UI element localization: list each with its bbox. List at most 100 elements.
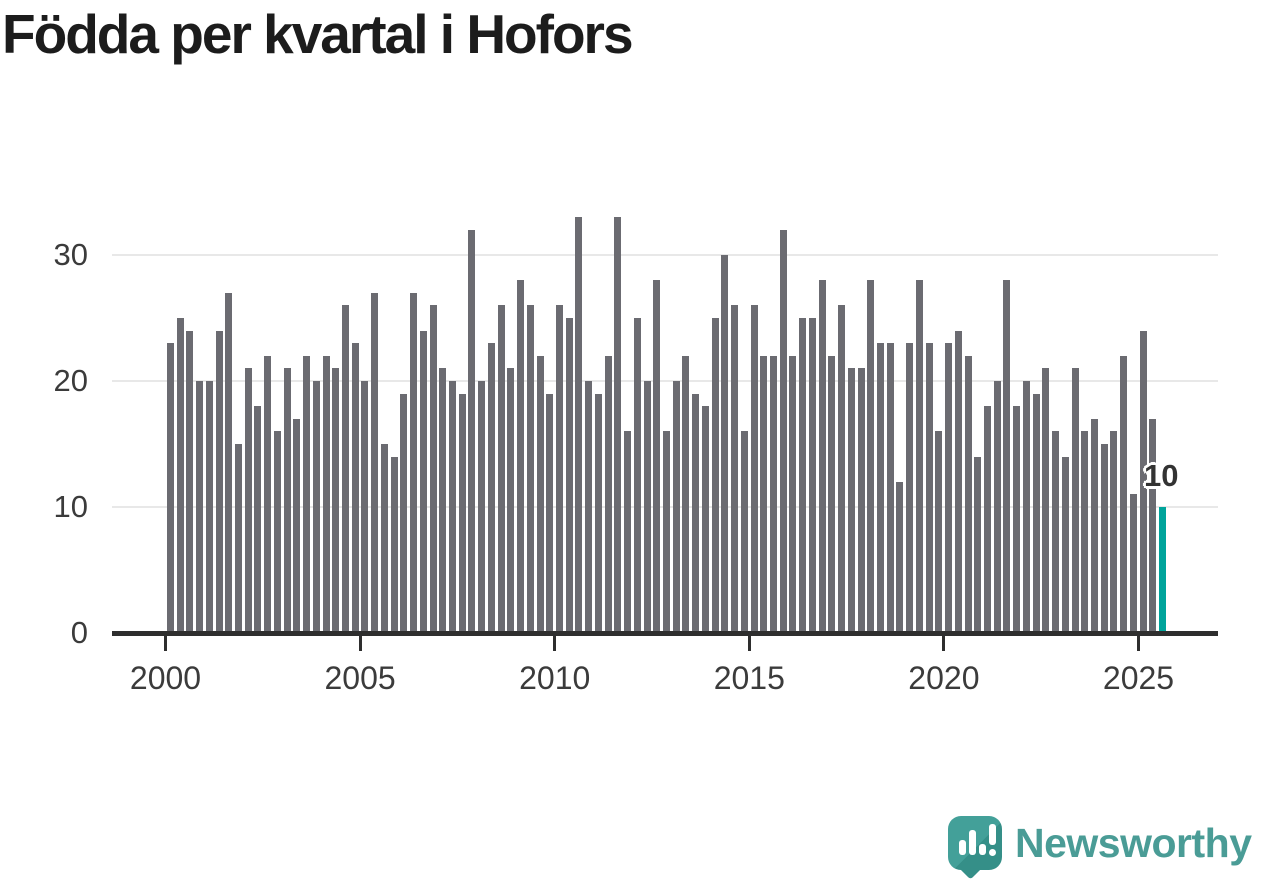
bar: [1013, 406, 1021, 633]
bar: [380, 444, 388, 633]
bar: [371, 292, 379, 633]
bar: [322, 355, 330, 633]
bar: [264, 355, 272, 633]
bar: [672, 381, 680, 633]
x-tick: [164, 636, 167, 651]
bar: [546, 393, 554, 633]
bar: [332, 368, 340, 633]
bar: [400, 393, 408, 633]
exclamation-dot-icon: [989, 849, 996, 856]
bar: [215, 330, 223, 633]
y-tick-label: 0: [70, 615, 88, 650]
x-tick-label: 2005: [324, 660, 396, 696]
bar: [1081, 431, 1089, 633]
bar: [604, 355, 612, 633]
y-tick-label: 10: [53, 489, 88, 524]
bar: [478, 381, 486, 633]
bar: [906, 343, 914, 633]
bar: [740, 431, 748, 633]
bar: [176, 318, 184, 633]
bar: [341, 305, 349, 633]
bar: [847, 368, 855, 633]
bar: [1129, 494, 1137, 633]
bar: [1100, 444, 1108, 633]
logo-bar-icon: [979, 844, 986, 855]
bar: [1032, 393, 1040, 633]
bar: [234, 444, 242, 633]
x-tick: [553, 636, 557, 651]
newsworthy-logo-text: Newsworthy: [1015, 819, 1252, 866]
bar: [517, 280, 525, 633]
bar: [1061, 456, 1069, 633]
newsworthy-logo: Newsworthy: [948, 816, 1252, 880]
bar: [799, 318, 807, 633]
bar: [760, 355, 768, 633]
x-axis-line: [112, 631, 1218, 636]
bar: [439, 368, 447, 633]
bar: [351, 343, 359, 633]
x-tick-label: 2010: [519, 660, 591, 696]
bar: [273, 431, 281, 633]
bar: [818, 280, 826, 633]
bar: [838, 305, 846, 633]
speech-bubble-icon: [948, 816, 1002, 870]
bar: [983, 406, 991, 633]
bar: [487, 343, 495, 633]
y-tick-label: 20: [53, 363, 88, 398]
bar: [575, 217, 583, 633]
bar: [1149, 418, 1157, 633]
bar: [429, 305, 437, 633]
bar: [653, 280, 661, 633]
x-tick-label: 2015: [713, 660, 785, 696]
bar: [244, 368, 252, 633]
bar: [789, 355, 797, 633]
bar: [925, 343, 933, 633]
gridline: [112, 380, 1218, 382]
bar: [624, 431, 632, 633]
bar: [594, 393, 602, 633]
bar: [993, 381, 1001, 633]
bar: [419, 330, 427, 633]
bar: [555, 305, 563, 633]
x-tick: [1137, 636, 1140, 651]
bar: [448, 381, 456, 633]
bar: [1139, 330, 1147, 633]
bar: [867, 280, 875, 633]
bar: [750, 305, 758, 633]
chart-title: Födda per kvartal i Hofors: [2, 3, 634, 65]
bar: [1110, 431, 1118, 633]
bar: [614, 217, 622, 633]
bar: [293, 418, 301, 633]
x-tick-label: 2025: [1102, 660, 1175, 696]
bar: [166, 343, 174, 633]
x-tick-label: 2000: [129, 660, 202, 696]
logo-bar-icon: [969, 830, 976, 855]
bar: [458, 393, 466, 633]
bar: [633, 318, 641, 633]
bar: [662, 431, 670, 633]
bar: [1042, 368, 1050, 633]
bar: [828, 355, 836, 633]
bar: [536, 355, 544, 633]
bar: [303, 355, 311, 633]
bar: [526, 305, 534, 633]
x-tick: [942, 636, 946, 651]
bar: [808, 318, 816, 633]
bar: [711, 318, 719, 633]
bar: [283, 368, 291, 633]
gridline: [112, 254, 1218, 256]
bar: [585, 381, 593, 633]
bar: [896, 481, 904, 633]
bar: [1071, 368, 1079, 633]
bar: [692, 393, 700, 633]
bar: [935, 431, 943, 633]
bar: [361, 381, 369, 633]
bar: [312, 381, 320, 633]
bar: [1120, 355, 1128, 633]
newsworthy-logo-icon: [948, 816, 1002, 880]
bar: [1022, 381, 1030, 633]
bar: [643, 381, 651, 633]
bar: [1090, 418, 1098, 633]
bar: [507, 368, 515, 633]
